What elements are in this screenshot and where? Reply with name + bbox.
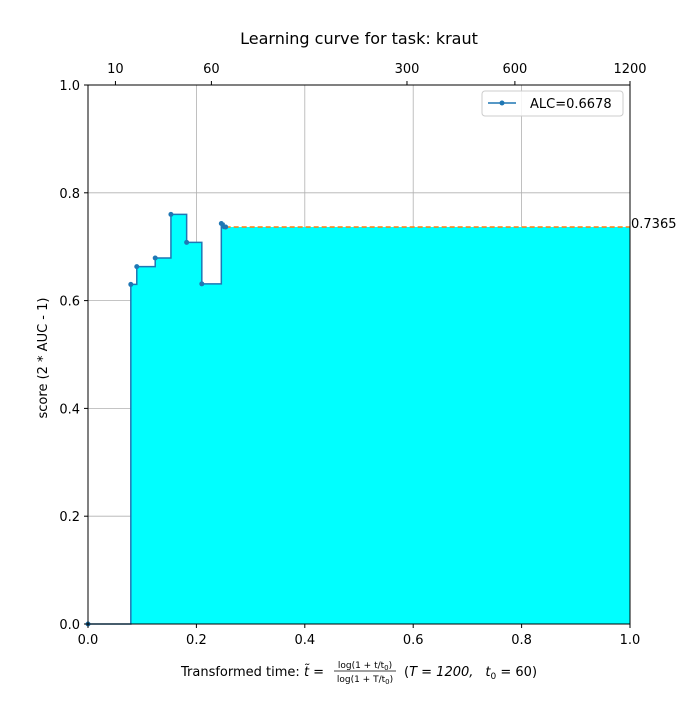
legend: ALC=0.6678 [481,90,624,117]
x-tick-label: 0.2 [186,633,207,648]
area-fill-layer [88,214,630,625]
x-tick-label: 0.8 [511,633,532,648]
x-tick-label: 0.0 [78,633,99,648]
y-tick-label: 0.8 [59,187,80,202]
x-tick-label: 0.6 [403,633,424,648]
fraction-denominator: log(1 + T/t0) [337,675,393,686]
plot-frame [87,84,631,625]
x-label-ttilde: t̃ [304,665,310,680]
top-tick-label: 600 [502,62,527,77]
top-tick-label: 60 [203,62,220,77]
data-point [223,224,229,230]
x-tick-label: 1.0 [620,633,641,648]
x-axis-ticks: 0.0 0.2 0.4 0.6 0.8 1.0 [78,624,641,648]
legend-label: ALC=0.6678 [530,97,612,112]
data-point [134,264,140,270]
top-tick-label: 10 [107,62,124,77]
y-tick-label: 0.2 [59,510,80,525]
series-line-layer [88,213,630,625]
y-tick-label: 0.6 [59,295,80,310]
data-point [199,281,205,287]
data-point [168,211,174,217]
x-axis-label: Transformed time: t̃ = [180,665,324,680]
top-tick-label: 1200 [613,62,646,77]
data-point [128,281,134,287]
chart-title: Learning curve for task: kraut [240,29,478,48]
data-point [152,255,158,261]
series-line [88,213,227,625]
area-fill [88,214,630,625]
top-axis-ticks: 10 60 300 600 1200 [107,62,647,85]
y-tick-label: 1.0 [59,79,80,94]
legend-marker [499,100,505,106]
x-label-equals: = [309,665,324,680]
x-label-fraction: log(1 + t/t0) log(1 + T/t0) [334,661,396,686]
fraction-numerator: log(1 + t/t0) [338,661,392,672]
x-label-prefix: Transformed time: [180,665,304,680]
x-tick-label: 0.4 [294,633,315,648]
x-label-params: (T = 1200, t0 = 60) [404,665,537,682]
y-tick-label: 0.4 [59,402,80,417]
y-axis-label: score (2 * AUC - 1) [36,298,51,419]
final-score-label: 0.7365 [631,217,677,232]
top-tick-label: 300 [395,62,420,77]
y-tick-label: 0.0 [59,618,80,633]
legend-box [481,90,624,117]
y-axis-ticks: 0.0 0.2 0.4 0.6 0.8 1.0 [59,79,88,633]
data-point [184,239,190,245]
